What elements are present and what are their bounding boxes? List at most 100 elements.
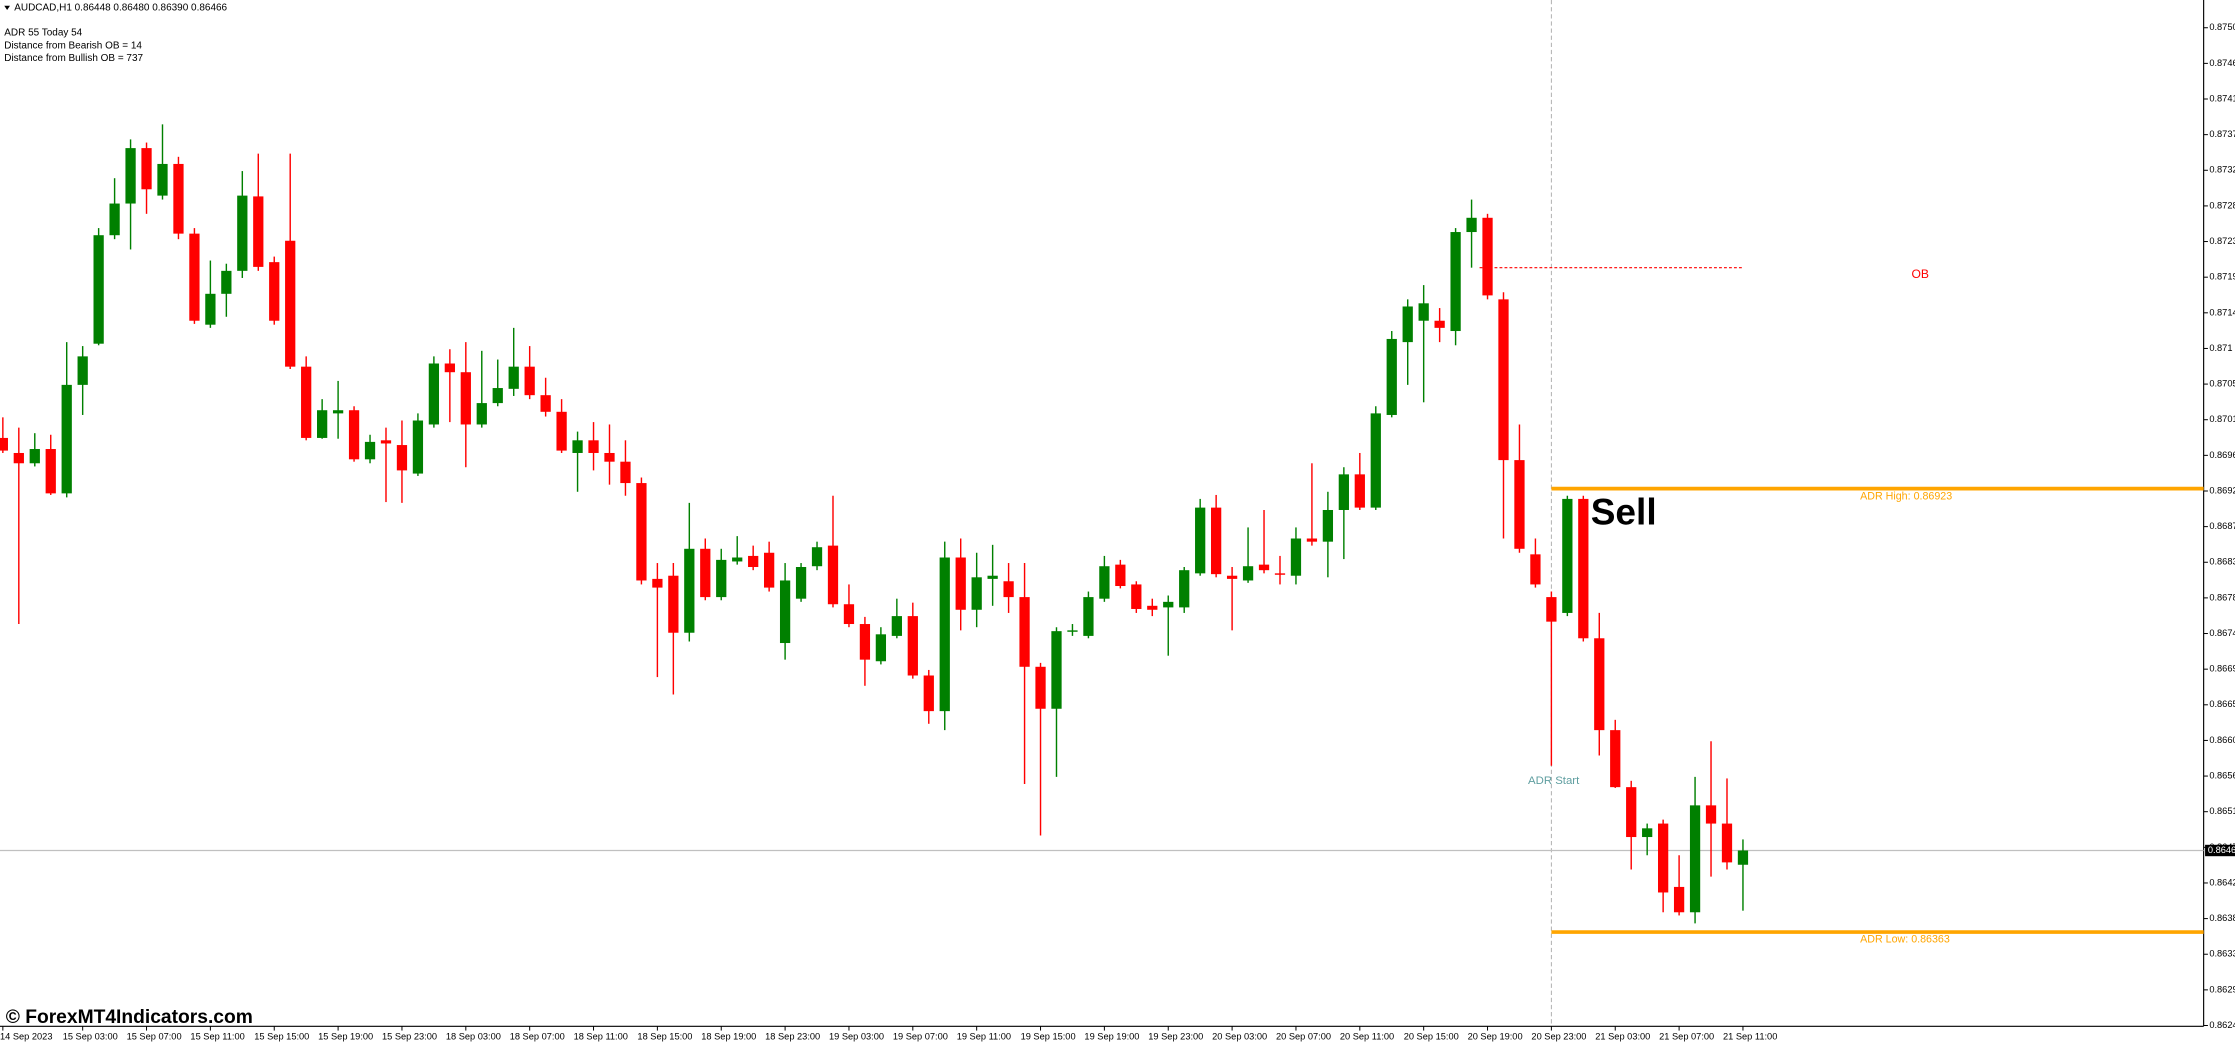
y-tick-label: 0.8683	[2209, 557, 2235, 567]
ob-label: OB	[1911, 267, 1929, 281]
x-tick-label: 18 Sep 11:00	[574, 1031, 628, 1041]
y-tick-label: 0.8638	[2209, 913, 2235, 923]
y-tick-label: 0.86515	[2209, 806, 2235, 816]
y-tick-label: 0.86695	[2209, 664, 2235, 674]
candle-body	[1673, 886, 1685, 913]
y-tick-label: 0.8629	[2209, 984, 2235, 994]
candle-body	[795, 567, 807, 599]
candle-body	[1466, 217, 1477, 233]
y-tick-label: 0.87235	[2209, 236, 2235, 246]
candle-body	[29, 449, 40, 464]
candle-body	[476, 403, 487, 425]
candle-body	[205, 293, 216, 325]
candle-body	[1083, 597, 1094, 636]
candle-body	[1546, 597, 1557, 622]
x-tick-label: 15 Sep 11:00	[190, 1031, 244, 1041]
candle-body	[1610, 730, 1621, 788]
candle-body	[492, 388, 503, 404]
candle-body	[540, 395, 551, 412]
candle-body	[1578, 498, 1589, 639]
y-tick-label: 0.87055	[2209, 379, 2235, 389]
candle-body	[237, 195, 248, 271]
y-tick-label: 0.86605	[2209, 735, 2235, 745]
candle-body	[939, 557, 950, 712]
candle-body	[77, 356, 88, 385]
info-line: Distance from Bearish OB = 14	[4, 40, 142, 51]
candle-body	[1179, 570, 1190, 608]
y-tick-label: 0.871	[2209, 343, 2232, 353]
adr-level-label: ADR Low: 0.86363	[1860, 934, 1950, 946]
x-tick-label: 20 Sep 03:00	[1212, 1031, 1267, 1041]
candle-body	[221, 270, 232, 294]
x-tick-label: 20 Sep 15:00	[1404, 1031, 1459, 1041]
candle-body	[1306, 538, 1318, 542]
candle-body	[1626, 787, 1637, 838]
candle-body	[173, 163, 184, 234]
candle-body	[1115, 564, 1126, 587]
y-tick-label: 0.86335	[2209, 949, 2235, 959]
candle-body	[428, 363, 440, 425]
candle-body	[732, 557, 743, 562]
candle-body	[891, 616, 902, 636]
y-tick-label: 0.8701	[2209, 414, 2235, 424]
candle-body	[588, 440, 599, 453]
candle-body	[45, 449, 56, 494]
x-tick-label: 15 Sep 15:00	[254, 1031, 309, 1041]
candle-body	[157, 163, 168, 196]
x-tick-label: 21 Sep 03:00	[1595, 1031, 1650, 1041]
candle-body	[1354, 474, 1365, 508]
candle-body	[364, 441, 376, 460]
candle-body	[1658, 823, 1669, 893]
bid-label: 0.86466	[2208, 845, 2235, 855]
x-tick-label: 15 Sep 07:00	[127, 1031, 182, 1041]
x-tick-label: 21 Sep 07:00	[1659, 1031, 1714, 1041]
candle-body	[13, 452, 24, 464]
y-tick-label: 0.8692	[2209, 485, 2235, 495]
y-tick-label: 0.8728	[2209, 200, 2235, 210]
y-tick-label: 0.86425	[2209, 877, 2235, 887]
y-tick-label: 0.8719	[2209, 272, 2235, 282]
candle-body	[668, 575, 679, 633]
candle-body	[285, 240, 296, 367]
y-tick-label: 0.86245	[2209, 1020, 2235, 1030]
x-tick-label: 19 Sep 03:00	[829, 1031, 884, 1041]
x-tick-label: 21 Sep 11:00	[1723, 1031, 1777, 1041]
candle-body	[1226, 575, 1238, 579]
candle-body	[332, 410, 344, 414]
candle-body	[1131, 584, 1142, 609]
candle-body	[1003, 581, 1014, 598]
candle-body	[764, 552, 775, 588]
candle-body	[444, 363, 455, 373]
symbol-menu-arrow	[4, 5, 10, 11]
candle-body	[1594, 638, 1605, 731]
candle-body	[1514, 460, 1525, 549]
candle-body	[811, 547, 823, 567]
candle-body	[1035, 666, 1046, 709]
candle-body	[1274, 573, 1286, 575]
y-tick-label: 0.86785	[2209, 592, 2235, 602]
y-tick-label: 0.8656	[2209, 771, 2235, 781]
candle-body	[1019, 597, 1030, 667]
y-tick-label: 0.8665	[2209, 699, 2235, 709]
candle-body	[1099, 566, 1110, 599]
candle-body	[604, 452, 615, 462]
y-tick-label: 0.8737	[2209, 129, 2235, 139]
candle-body	[572, 440, 583, 453]
candle-body	[1163, 601, 1174, 608]
candle-body	[301, 366, 312, 438]
candle-body	[1450, 232, 1461, 332]
candle-body	[1642, 828, 1653, 838]
candle-body	[716, 559, 727, 598]
info-line: ADR 55 Today 54	[4, 27, 82, 38]
candle-body	[460, 372, 471, 425]
candle-body	[843, 604, 855, 625]
x-tick-label: 20 Sep 23:00	[1531, 1031, 1586, 1041]
candle-body	[1402, 306, 1413, 343]
y-tick-label: 0.86875	[2209, 521, 2235, 531]
chart-title: AUDCAD,H1 0.86448 0.86480 0.86390 0.8646…	[14, 3, 227, 14]
candle-body	[189, 233, 200, 321]
y-tick-label: 0.86965	[2209, 450, 2235, 460]
x-tick-label: 18 Sep 03:00	[446, 1031, 501, 1041]
